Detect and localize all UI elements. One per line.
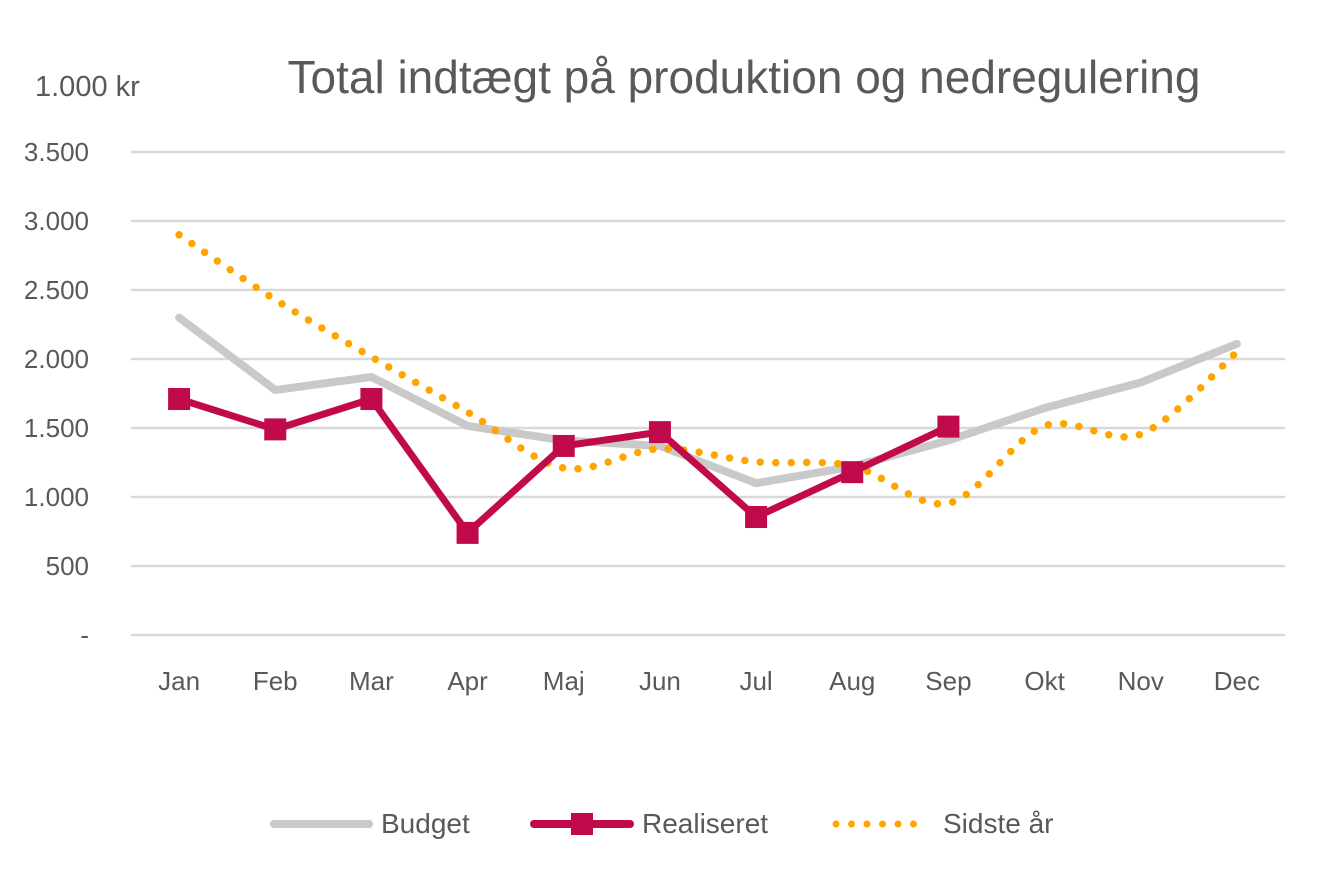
series-realiseret xyxy=(168,388,960,544)
data-point-realiseret[interactable] xyxy=(168,388,191,411)
legend-label-budget: Budget xyxy=(381,808,470,839)
legend-label-sidste-aar: Sidste år xyxy=(943,808,1054,839)
y-tick-label: 1.000 xyxy=(24,482,89,512)
legend-item-budget[interactable]: Budget xyxy=(270,808,470,839)
legend-label-realiseret: Realiseret xyxy=(642,808,768,839)
x-tick-label: Sep xyxy=(925,666,971,696)
series-line-budget xyxy=(175,313,1241,488)
x-axis-ticks: Jan Feb Mar Apr Maj Jun Jul Aug Sep Okt Nov Dec xyxy=(158,666,1260,696)
chart-title: Total indtægt på produktion og nedregule… xyxy=(288,51,1201,103)
x-tick-label: Jun xyxy=(639,666,681,696)
data-point-realiseret[interactable] xyxy=(360,388,383,411)
y-tick-label: - xyxy=(80,620,89,650)
y-tick-label: 2.000 xyxy=(24,344,89,374)
data-point-realiseret[interactable] xyxy=(841,461,864,484)
data-point-realiseret[interactable] xyxy=(648,421,671,444)
data-point-realiseret[interactable] xyxy=(264,418,287,441)
legend-item-realiseret[interactable]: Realiseret xyxy=(530,808,768,839)
y-axis-ticks: - 500 1.000 1.500 2.000 2.500 3.000 3.500 xyxy=(24,137,89,650)
x-tick-label: Mar xyxy=(349,666,394,696)
data-point-realiseret[interactable] xyxy=(552,434,575,457)
legend-item-sidste-aar[interactable]: Sidste år xyxy=(832,808,1054,839)
x-tick-label: Feb xyxy=(253,666,298,696)
x-tick-label: Dec xyxy=(1214,666,1260,696)
y-tick-label: 2.500 xyxy=(24,275,89,305)
data-point-realiseret[interactable] xyxy=(937,415,960,438)
legend: Budget Realiseret Sidste år xyxy=(270,808,1054,839)
y-tick-label: 3.000 xyxy=(24,206,89,236)
x-tick-label: Apr xyxy=(447,666,488,696)
x-tick-label: Aug xyxy=(829,666,875,696)
series-line-sidste-aar xyxy=(175,231,1241,508)
x-tick-label: Okt xyxy=(1024,666,1065,696)
series-layer xyxy=(168,231,1241,544)
data-point-realiseret[interactable] xyxy=(745,506,768,529)
gridlines xyxy=(131,150,1285,637)
x-tick-label: Nov xyxy=(1118,666,1164,696)
series-budget xyxy=(175,313,1241,488)
legend-marker-realiseret xyxy=(571,813,593,835)
series-sidste-aar xyxy=(175,231,1241,508)
x-tick-label: Jul xyxy=(739,666,772,696)
x-tick-label: Jan xyxy=(158,666,200,696)
y-tick-label: 500 xyxy=(46,551,89,581)
y-tick-label: 3.500 xyxy=(24,137,89,167)
x-tick-label: Maj xyxy=(543,666,585,696)
data-point-realiseret[interactable] xyxy=(456,521,479,544)
y-tick-label: 1.500 xyxy=(24,413,89,443)
y-axis-unit-label: 1.000 kr xyxy=(35,71,140,103)
